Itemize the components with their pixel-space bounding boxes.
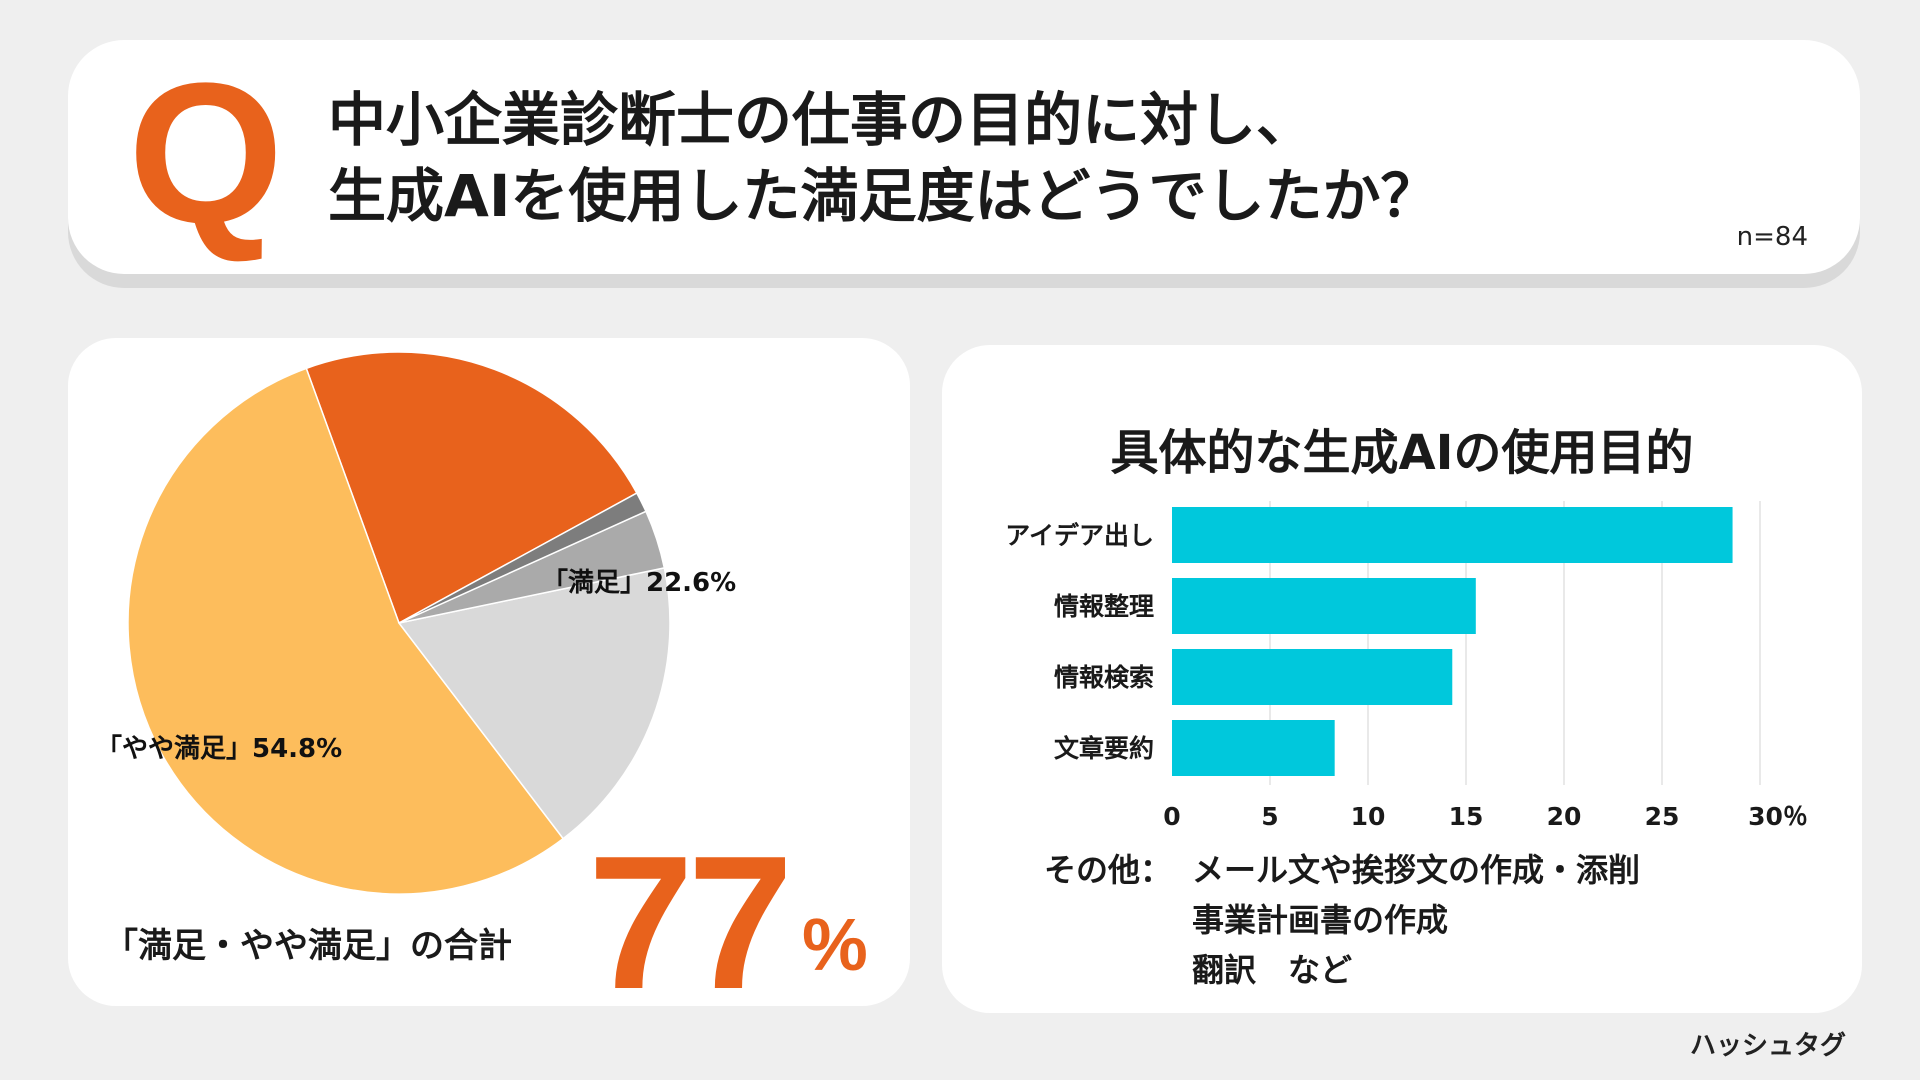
bar [1172,649,1453,705]
x-tick-label: 25 [1645,802,1680,831]
bar [1172,720,1335,776]
category-label: アイデア出し [1005,521,1154,550]
other-note-line: 事業計画書の作成 [1192,901,1449,939]
sample-size: n=84 [1736,222,1808,252]
x-tick-label: 20 [1547,802,1582,831]
summary-label: 「満足・やや満足」の合計 [104,926,512,966]
summary-unit: % [802,903,868,986]
question-title-line1: 中小企業診断士の仕事の目的に対し、 [328,86,1315,154]
category-label: 情報整理 [1054,592,1154,621]
other-note-head: その他： [1044,851,1173,889]
other-note-line: 翻訳 など [1192,951,1353,989]
question-title-line2: 生成AIを使用した満足度はどうでしたか？ [328,162,1439,230]
pie-label-somewhat-satisfied: 「やや満足」54.8% [96,734,343,764]
purpose-card: 具体的な生成AIの使用目的 0 5 10 15 20 25 30％ アイデア出し情報整理情報検… [942,345,1862,1013]
summary-value: 77 [588,817,793,1029]
pie-slice-neutral [397,567,671,840]
satisfaction-card: 「満足」22.6% 「やや満足」54.8% 「満足・やや満足」の合計 77 % [68,338,910,1018]
pie-slice-other [398,492,647,624]
category-label: 文章要約 [1054,734,1154,763]
other-note: その他： メール文や挨拶文の作成・添削 事業計画書の作成 翻訳 など [1044,845,1640,995]
pie-slice-somewhat-satisfied [127,367,565,895]
question-mark: Q [128,42,284,265]
x-tick-label: 30％ [1748,802,1808,831]
other-note-line: メール文や挨拶文の作成・添削 [1192,851,1641,889]
bar-chart-title: 具体的な生成AIの使用目的 [1110,425,1694,481]
category-label: 情報検索 [1054,663,1154,692]
question-title: 中小企業診断士の仕事の目的に対し、 生成AIを使用した満足度はどうでしたか？ [328,82,1438,234]
brand-logo: ハッシュタグ [1689,1031,1846,1061]
bar [1172,578,1476,634]
question-card: Q 中小企業診断士の仕事の目的に対し、 生成AIを使用した満足度はどうでしたか？… [68,40,1860,274]
x-tick-label: 15 [1449,802,1484,831]
x-tick-label: 0 [1163,802,1180,831]
bar [1172,507,1733,563]
x-tick-label: 5 [1261,802,1278,831]
pie-slice-satisfied [305,351,638,625]
pie-label-satisfied: 「満足」22.6% [542,568,737,598]
pie-chart [127,351,671,895]
x-tick-label: 10 [1351,802,1386,831]
